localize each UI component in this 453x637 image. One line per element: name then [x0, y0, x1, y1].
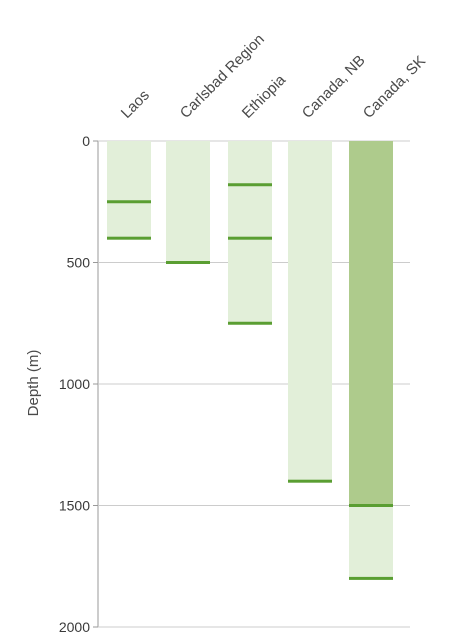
marker-layer	[107, 183, 393, 580]
y-tick-label: 2000	[59, 619, 90, 635]
depth-marker	[228, 321, 272, 325]
depth-marker	[349, 504, 393, 507]
y-tick-label: 1500	[59, 498, 90, 514]
y-tick-label: 1000	[59, 376, 90, 392]
depth-marker	[228, 236, 272, 240]
category-label: Canada, SK	[360, 53, 429, 122]
bar-laos	[107, 141, 151, 239]
y-axis-label: Depth (m)	[25, 350, 42, 417]
depth-marker	[107, 236, 151, 240]
category-label: Ethiopia	[239, 71, 290, 122]
bar-canada-nb	[288, 141, 332, 482]
depth-marker	[349, 576, 393, 580]
bar-carlsbad-region	[166, 141, 210, 263]
bar-dark-segment	[349, 141, 393, 506]
category-label: Laos	[118, 87, 153, 122]
depth-marker	[166, 261, 210, 264]
depth-marker	[228, 183, 272, 187]
category-label: Canada, NB	[299, 52, 369, 122]
y-tick-label: 0	[82, 133, 90, 149]
depth-marker	[107, 200, 151, 204]
bar-layer	[107, 141, 393, 579]
y-tick-label: 500	[67, 255, 91, 271]
tick-layer: 0 500 1000 1500 2000	[59, 133, 90, 635]
depth-marker	[288, 479, 332, 483]
bar-ethiopia	[228, 141, 272, 324]
